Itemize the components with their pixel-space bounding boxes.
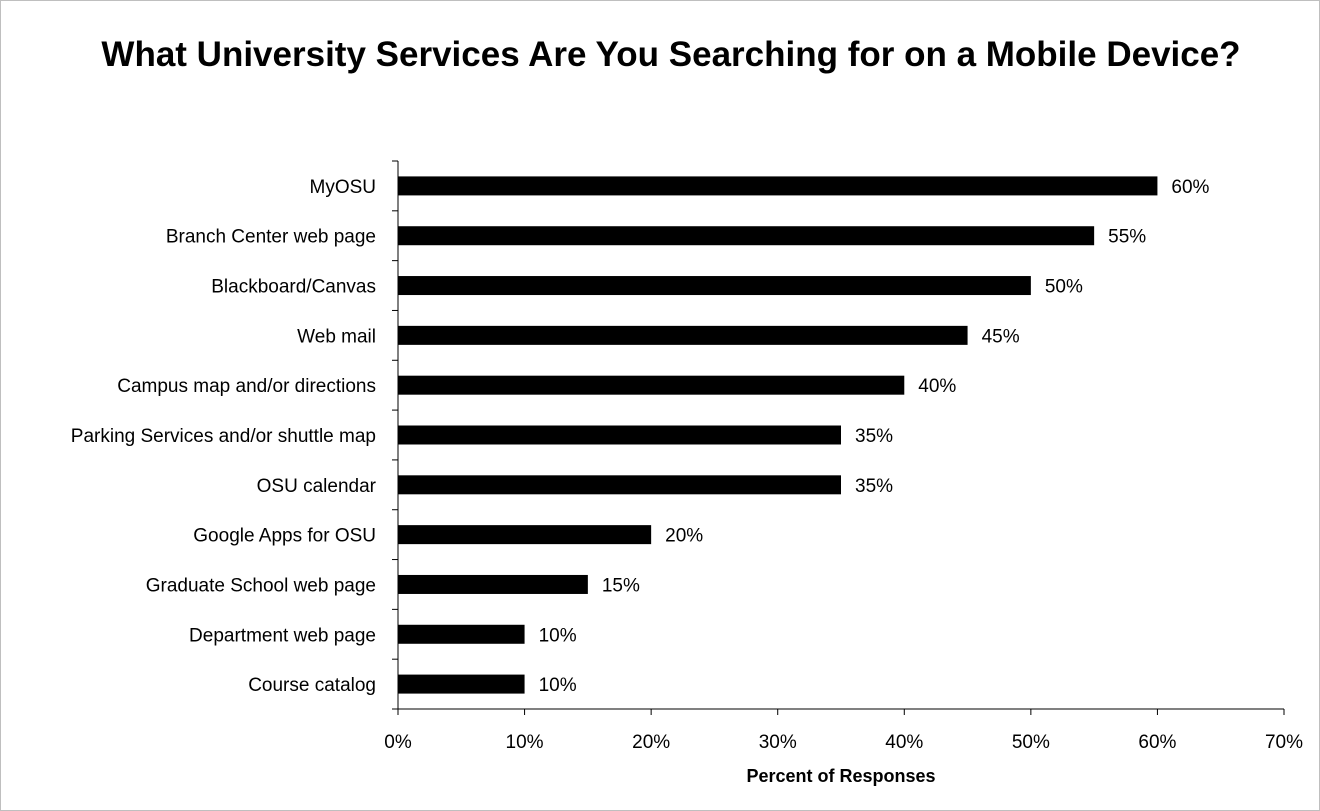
x-tick-label: 20% — [632, 732, 670, 753]
data-label: 20% — [665, 526, 703, 547]
category-label: MyOSU — [310, 177, 377, 198]
bar — [398, 425, 841, 445]
bar — [398, 574, 588, 594]
chart-title: What University Services Are You Searchi… — [101, 35, 1241, 74]
bars-layer — [398, 176, 1158, 694]
data-label: 10% — [539, 675, 577, 696]
bar — [398, 624, 525, 644]
bar — [398, 525, 652, 545]
category-label: Graduate School web page — [146, 575, 376, 596]
x-tick-label: 0% — [384, 732, 412, 753]
category-label: Parking Services and/or shuttle map — [71, 426, 376, 447]
data-label: 45% — [982, 326, 1020, 347]
data-label: 10% — [539, 625, 577, 646]
bar — [398, 375, 905, 395]
data-label: 15% — [602, 575, 640, 596]
data-label: 60% — [1171, 177, 1209, 198]
data-label: 35% — [855, 426, 893, 447]
category-label: Branch Center web page — [166, 227, 376, 248]
bar — [398, 674, 525, 694]
data-label: 55% — [1108, 227, 1146, 248]
data-label: 50% — [1045, 277, 1083, 298]
x-tick-label: 70% — [1265, 732, 1303, 753]
category-label: Web mail — [297, 326, 376, 347]
bar — [398, 325, 968, 345]
bar — [398, 475, 841, 495]
category-label: Google Apps for OSU — [193, 526, 376, 547]
category-label: Campus map and/or directions — [117, 376, 376, 397]
bar — [398, 176, 1158, 196]
category-label: Blackboard/Canvas — [211, 277, 376, 298]
bar — [398, 276, 1031, 296]
data-label: 35% — [855, 476, 893, 497]
category-label: Course catalog — [248, 675, 376, 696]
x-tick-label: 10% — [506, 732, 544, 753]
bar — [398, 226, 1095, 246]
data-label: 40% — [918, 376, 956, 397]
category-label: OSU calendar — [257, 476, 377, 497]
x-tick-label: 50% — [1012, 732, 1050, 753]
labels-layer: MyOSU 60% Branch Center web page 55% Blackbo… — [71, 177, 1210, 696]
axes-layer: 0% 10% 20% 30% 40% 50% 60% 70% — [384, 160, 1303, 753]
category-label: Department web page — [189, 625, 376, 646]
x-tick-label: 60% — [1138, 732, 1176, 753]
x-tick-label: 40% — [885, 732, 923, 753]
x-axis-title: Percent of Responses — [746, 766, 935, 786]
x-tick-label: 30% — [759, 732, 797, 753]
